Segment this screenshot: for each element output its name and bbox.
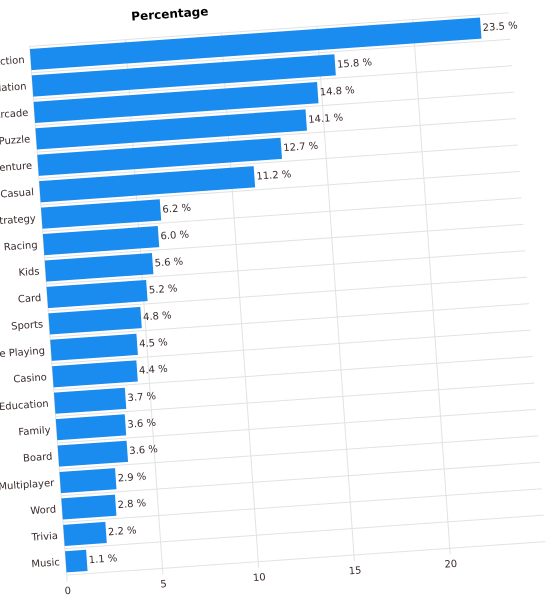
bar (50, 333, 138, 361)
row-line (55, 382, 535, 417)
data-label: 14.1 % (308, 112, 344, 125)
row-line (48, 276, 528, 312)
x-tick-label: 15 (348, 566, 361, 578)
row-line (35, 91, 515, 127)
y-tick-label: Multiplayer (0, 478, 56, 493)
row-line (62, 488, 542, 523)
data-label: 4.4 % (139, 364, 168, 377)
y-tick-label: Education (0, 399, 49, 413)
bar (29, 17, 482, 71)
y-tick-label: Action (0, 55, 25, 68)
row-line (31, 38, 511, 74)
row-line (46, 250, 526, 285)
bar (31, 54, 336, 97)
y-tick-label: Word (30, 504, 56, 517)
data-label: 2.8 % (117, 498, 146, 511)
y-tick-label: Board (23, 452, 53, 465)
data-label: 2.9 % (117, 472, 146, 485)
bar (63, 521, 107, 546)
bar (55, 414, 127, 441)
grid-line (412, 19, 451, 555)
bar (33, 82, 319, 124)
y-tick-label: Puzzle (0, 134, 31, 147)
y-tick-label: Card (18, 293, 42, 306)
row-line (66, 541, 546, 576)
x-tick-label: 20 (444, 559, 457, 571)
chart-title: Percentage (131, 4, 209, 23)
y-tick-label: Trivia (30, 531, 58, 544)
bar (52, 360, 138, 388)
bar (35, 109, 307, 150)
data-label: 2.2 % (108, 525, 137, 538)
row-line (44, 223, 524, 259)
data-label: 12.7 % (283, 141, 319, 154)
data-label: 5.2 % (149, 283, 178, 296)
row-line (42, 197, 522, 232)
bar (48, 306, 142, 335)
data-label: 6.0 % (160, 229, 189, 242)
data-label: 3.6 % (127, 418, 156, 431)
row-line (40, 170, 520, 206)
y-tick-label: Racing (3, 240, 38, 253)
data-label: 4.5 % (139, 337, 168, 350)
bar (46, 279, 148, 309)
y-tick-label: Casual (0, 187, 34, 200)
row-line (59, 435, 539, 470)
y-tick-label: Adventure (0, 161, 32, 176)
bar (57, 440, 129, 467)
bar (39, 166, 256, 203)
data-label: 23.5 % (482, 21, 518, 34)
data-label: 3.7 % (127, 391, 156, 404)
row-line (33, 65, 513, 100)
y-tick-label: Role Playing (0, 346, 45, 361)
y-tick-label: Sports (11, 319, 44, 332)
grid-line (316, 26, 355, 561)
bar (53, 387, 127, 414)
bar (37, 137, 283, 176)
y-tick-label: Music (31, 557, 60, 570)
y-tick-label: Family (18, 425, 51, 438)
y-tick-label: Strategy (0, 214, 36, 228)
row-line (64, 514, 544, 550)
bar (40, 199, 162, 229)
x-tick-label: 5 (160, 579, 167, 590)
data-label: 5.6 % (154, 256, 183, 269)
data-label: 6.2 % (162, 203, 191, 216)
y-tick-label: Arcade (0, 108, 29, 121)
x-tick-label: 10 (253, 572, 266, 584)
bar (42, 226, 160, 256)
y-tick-label: Simulation (0, 81, 27, 96)
bar (61, 494, 117, 520)
row-line (50, 303, 529, 338)
data-label: 1.1 % (88, 553, 117, 566)
row-line (51, 329, 531, 365)
row-line (53, 356, 533, 391)
bar (65, 549, 88, 573)
row-line (61, 461, 541, 497)
row-line (38, 144, 518, 180)
x-tick-label: 0 (64, 586, 71, 595)
row-line (57, 408, 537, 444)
bar (59, 468, 117, 494)
y-tick-label: Casino (13, 372, 47, 385)
data-label: 15.8 % (337, 57, 373, 70)
data-label: 14.8 % (319, 85, 355, 98)
y-tick-label: Kids (18, 266, 40, 278)
bar (44, 252, 154, 282)
row-line (29, 12, 509, 47)
data-label: 4.8 % (143, 310, 172, 323)
row-line (37, 118, 516, 153)
data-label: 3.6 % (129, 444, 158, 457)
data-label: 11.2 % (256, 169, 292, 182)
